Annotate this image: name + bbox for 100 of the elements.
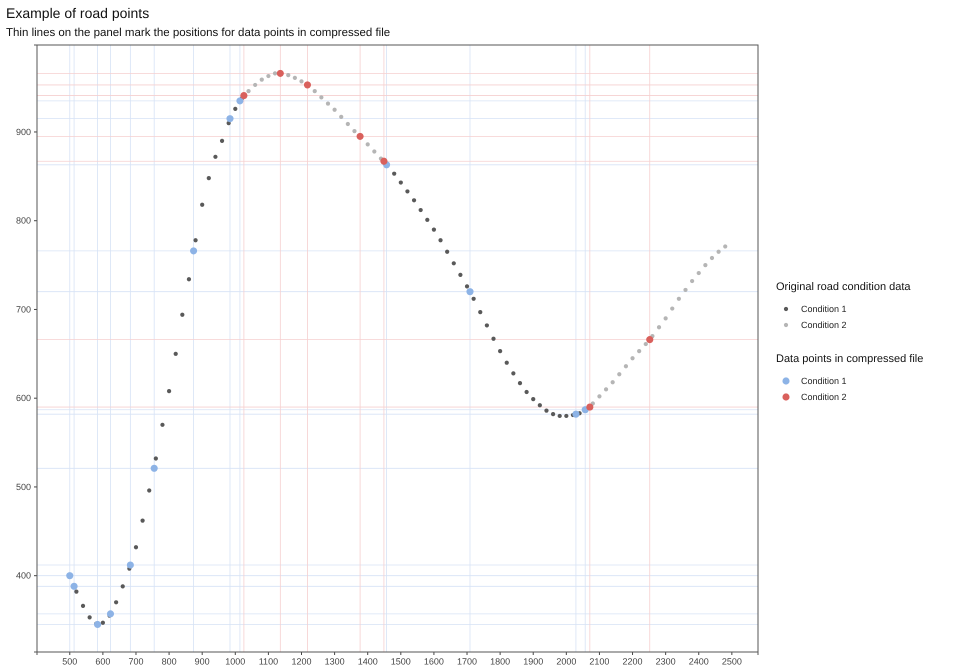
x-tick-label: 2400	[688, 656, 709, 666]
point	[190, 247, 198, 254]
y-tick-label: 500	[16, 482, 31, 492]
point	[604, 387, 608, 392]
point	[233, 106, 238, 111]
point	[292, 76, 297, 80]
point	[531, 396, 536, 402]
point	[511, 371, 516, 376]
point	[160, 422, 165, 427]
point	[676, 296, 681, 301]
point	[260, 78, 264, 82]
point	[412, 198, 416, 202]
y-tick-label: 400	[16, 570, 31, 581]
y-tick-label: 600	[16, 393, 31, 404]
point	[120, 584, 125, 588]
x-tick-label: 1600	[424, 656, 444, 666]
point	[458, 272, 463, 277]
point	[200, 202, 204, 207]
point	[670, 306, 674, 311]
point	[586, 404, 594, 411]
point	[299, 79, 304, 84]
point	[80, 604, 86, 608]
chart-title: Example of road points	[6, 5, 150, 21]
point	[372, 149, 376, 154]
point	[332, 108, 337, 112]
x-tick-label: 1400	[358, 656, 378, 666]
point	[438, 238, 443, 242]
x-tick-label: 1800	[490, 656, 510, 666]
point	[690, 278, 694, 284]
y-tick-label: 800	[16, 216, 31, 226]
point	[193, 238, 198, 242]
point	[405, 189, 410, 194]
x-tick-label: 1000	[225, 656, 246, 666]
point	[464, 284, 470, 288]
point	[491, 336, 496, 341]
legend-label: Condition 2	[801, 392, 847, 402]
x-tick-label: 800	[162, 656, 177, 666]
point	[683, 288, 688, 292]
point	[418, 208, 423, 212]
point	[326, 101, 330, 106]
point	[100, 620, 105, 625]
point	[106, 610, 114, 618]
x-tick-label: 1300	[324, 656, 345, 666]
point	[180, 312, 184, 317]
point	[154, 456, 158, 461]
point	[126, 561, 134, 569]
point	[66, 572, 74, 580]
x-tick-label: 900	[194, 656, 210, 666]
point	[356, 132, 364, 140]
point	[472, 296, 476, 301]
point	[140, 518, 145, 523]
x-tick-label: 1900	[523, 656, 544, 666]
point	[466, 288, 474, 296]
point	[452, 261, 456, 266]
point	[703, 262, 708, 268]
x-tick-label: 2300	[656, 656, 676, 666]
point	[498, 349, 502, 354]
point	[304, 81, 312, 88]
point	[392, 172, 396, 176]
point	[366, 142, 370, 146]
point	[432, 227, 436, 232]
point	[312, 89, 317, 94]
text: Data points in compressed file	[776, 353, 924, 365]
legend-label: Condition 1	[801, 376, 847, 386]
y-tick-label: 900	[16, 126, 31, 137]
x-tick-label: 600	[95, 656, 110, 666]
point	[572, 410, 580, 418]
point	[484, 323, 489, 328]
point	[504, 360, 509, 365]
point	[339, 114, 344, 119]
point	[166, 388, 172, 394]
point	[646, 336, 654, 344]
point	[550, 412, 556, 416]
point	[226, 115, 234, 122]
point	[524, 390, 529, 394]
point	[624, 364, 628, 368]
x-tick-label: 700	[128, 656, 144, 666]
x-tick-label: 1200	[291, 656, 312, 666]
x-tick-label: 1500	[390, 656, 411, 666]
point	[445, 250, 450, 254]
point	[206, 176, 211, 180]
point	[518, 381, 522, 386]
point	[174, 352, 178, 356]
y-tick-label: 700	[16, 304, 31, 314]
chart-subtitle: Thin lines on the panel mark the positions for data points in compressed file	[6, 27, 390, 39]
point	[696, 270, 701, 276]
point	[380, 158, 388, 165]
point	[610, 380, 615, 384]
point	[272, 71, 278, 76]
point	[398, 180, 403, 185]
x-tick-label: 1700	[457, 656, 478, 666]
point	[352, 128, 357, 134]
point	[150, 464, 158, 472]
x-tick-label: 500	[62, 656, 78, 666]
point	[236, 97, 244, 104]
point	[213, 154, 218, 159]
point	[597, 394, 602, 399]
point	[564, 414, 568, 418]
x-tick-label: 2000	[556, 656, 576, 666]
point	[70, 582, 78, 590]
